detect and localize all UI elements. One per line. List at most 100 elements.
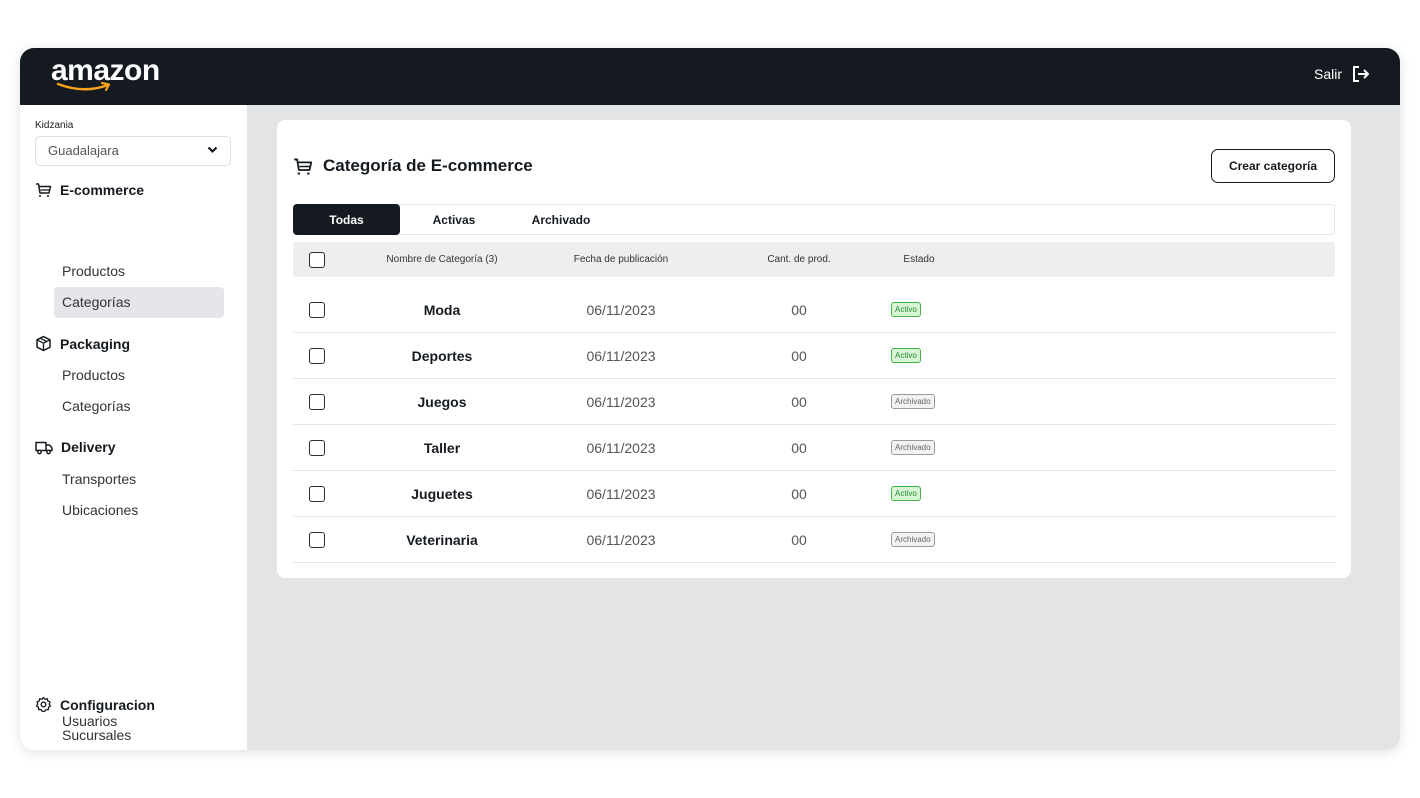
column-header-count[interactable]: Cant. de prod. xyxy=(767,254,831,265)
row-select-cell xyxy=(309,287,325,332)
status-badge: Archivado xyxy=(891,532,935,547)
product-count: 00 xyxy=(791,347,807,364)
product-count: 00 xyxy=(791,301,807,318)
status-cell: Activo xyxy=(891,333,921,378)
sidebar-item-ecommerce-categorias[interactable]: Categorías xyxy=(54,287,224,318)
table-row[interactable]: Juguetes 06/11/2023 00 Activo xyxy=(293,471,1335,517)
publication-date: 06/11/2023 xyxy=(586,347,656,364)
column-header-status[interactable]: Estado xyxy=(903,254,935,265)
create-category-button[interactable]: Crear categoría xyxy=(1211,149,1335,183)
sidebar-item-delivery-ubicaciones[interactable]: Ubicaciones xyxy=(54,495,224,526)
sidebar-item-configuracion-sucursales[interactable]: Sucursales xyxy=(54,720,224,750)
column-header-name[interactable]: Nombre de Categoría (3) xyxy=(386,254,498,265)
branch-select-value: Guadalajara xyxy=(48,143,119,158)
category-name[interactable]: Veterinaria xyxy=(406,531,478,548)
shopping-cart-icon xyxy=(36,183,52,197)
amazon-smile-icon xyxy=(56,81,111,92)
sidebar-item-label: Ubicaciones xyxy=(62,502,139,518)
amazon-logo[interactable]: amazon xyxy=(51,54,160,87)
status-badge: Archivado xyxy=(891,394,935,409)
row-checkbox[interactable] xyxy=(309,393,325,410)
sidebar-section-ecommerce[interactable]: E-commerce xyxy=(35,182,144,198)
publication-date: 06/11/2023 xyxy=(586,485,656,502)
sidebar-item-label: Categorías xyxy=(62,398,131,414)
table-row[interactable]: Deportes 06/11/2023 00 Activo xyxy=(293,333,1335,379)
row-checkbox[interactable] xyxy=(309,531,325,548)
publication-date: 06/11/2023 xyxy=(586,439,656,456)
status-badge: Activo xyxy=(891,348,921,363)
categories-card: Categoría de E-commerce Crear categoría … xyxy=(277,120,1351,578)
row-checkbox[interactable] xyxy=(309,439,325,456)
sidebar-section-label: E-commerce xyxy=(60,182,145,198)
filter-tabs: Todas Activas Archivado xyxy=(293,204,1335,235)
row-checkbox[interactable] xyxy=(309,485,325,502)
publication-date: 06/11/2023 xyxy=(586,531,656,548)
row-select-cell xyxy=(309,425,325,470)
category-name[interactable]: Juguetes xyxy=(411,485,473,502)
app-window: amazon Salir Kidzania Guadalajara xyxy=(20,48,1400,750)
column-header-date[interactable]: Fecha de publicación xyxy=(573,254,669,265)
row-select-cell xyxy=(309,333,325,378)
status-cell: Activo xyxy=(891,287,921,332)
sidebar-item-ecommerce-productos[interactable]: Productos xyxy=(54,256,224,287)
tab-activas[interactable]: Activas xyxy=(432,212,476,227)
category-name[interactable]: Deportes xyxy=(411,347,473,364)
product-count: 00 xyxy=(791,439,807,456)
row-checkbox[interactable] xyxy=(309,347,325,364)
organization-label: Kidzania xyxy=(35,120,74,131)
sidebar-item-configuracion-usuarios[interactable]: Usuarios xyxy=(54,706,125,736)
sidebar-section-packaging[interactable]: Packaging xyxy=(35,335,130,352)
sidebar-section-configuracion[interactable]: Configuracion xyxy=(35,696,155,713)
logout-button[interactable]: Salir xyxy=(1314,65,1370,83)
publication-date: 06/11/2023 xyxy=(586,301,656,318)
product-count: 00 xyxy=(791,393,807,410)
category-name[interactable]: Moda xyxy=(423,301,461,318)
status-badge: Archivado xyxy=(891,440,935,455)
sidebar-item-packaging-productos[interactable]: Productos xyxy=(54,360,224,391)
select-all-cell xyxy=(309,242,325,277)
sidebar-item-delivery-transportes[interactable]: Transportes xyxy=(54,464,224,495)
sidebar-item-label: Sucursales xyxy=(62,727,132,743)
chevron-down-icon xyxy=(207,146,218,154)
sidebar-item-label: Usuarios xyxy=(62,713,118,729)
product-count: 00 xyxy=(791,485,807,502)
row-select-cell xyxy=(309,517,325,562)
tab-archivado[interactable]: Archivado xyxy=(531,212,591,227)
status-cell: Archivado xyxy=(891,517,935,562)
row-select-cell xyxy=(309,379,325,424)
status-cell: Archivado xyxy=(891,425,935,470)
sidebar-section-label: Configuracion xyxy=(60,696,155,713)
sidebar-item-label: Categorías xyxy=(62,294,131,310)
package-icon xyxy=(36,335,51,352)
select-all-checkbox[interactable] xyxy=(309,251,325,268)
table-row[interactable]: Juegos 06/11/2023 00 Archivado xyxy=(293,379,1335,425)
page-title: Categoría de E-commerce xyxy=(293,156,533,176)
shopping-cart-icon xyxy=(294,158,313,174)
status-badge: Activo xyxy=(891,302,921,317)
status-badge: Activo xyxy=(891,486,921,501)
branch-select[interactable]: Guadalajara xyxy=(35,136,231,166)
row-select-cell xyxy=(309,471,325,516)
table-row[interactable]: Moda 06/11/2023 00 Activo xyxy=(293,287,1335,333)
sidebar-section-delivery[interactable]: Delivery xyxy=(35,439,115,455)
row-checkbox[interactable] xyxy=(309,301,325,318)
category-name[interactable]: Taller xyxy=(423,439,461,456)
sidebar-item-label: Productos xyxy=(62,367,126,383)
sidebar-item-packaging-categorias[interactable]: Categorías xyxy=(54,391,224,422)
sidebar-section-label: Delivery xyxy=(61,439,116,455)
sidebar-section-label: Packaging xyxy=(60,335,131,352)
sidebar-item-label: Transportes xyxy=(62,471,137,487)
category-name[interactable]: Juegos xyxy=(417,393,467,410)
publication-date: 06/11/2023 xyxy=(586,393,656,410)
tab-todas[interactable]: Todas xyxy=(293,204,400,235)
top-bar: amazon Salir xyxy=(20,48,1400,105)
status-cell: Archivado xyxy=(891,379,935,424)
sidebar: Kidzania Guadalajara E-commerce Producto… xyxy=(20,105,247,750)
table-row[interactable]: Taller 06/11/2023 00 Archivado xyxy=(293,425,1335,471)
table-row[interactable]: Veterinaria 06/11/2023 00 Archivado xyxy=(293,517,1335,563)
sidebar-item-label: Productos xyxy=(62,263,126,279)
truck-icon xyxy=(35,441,53,454)
product-count: 00 xyxy=(791,531,807,548)
page-title-text: Categoría de E-commerce xyxy=(323,156,533,175)
table-header: Nombre de Categoría (3) Fecha de publica… xyxy=(293,242,1335,277)
